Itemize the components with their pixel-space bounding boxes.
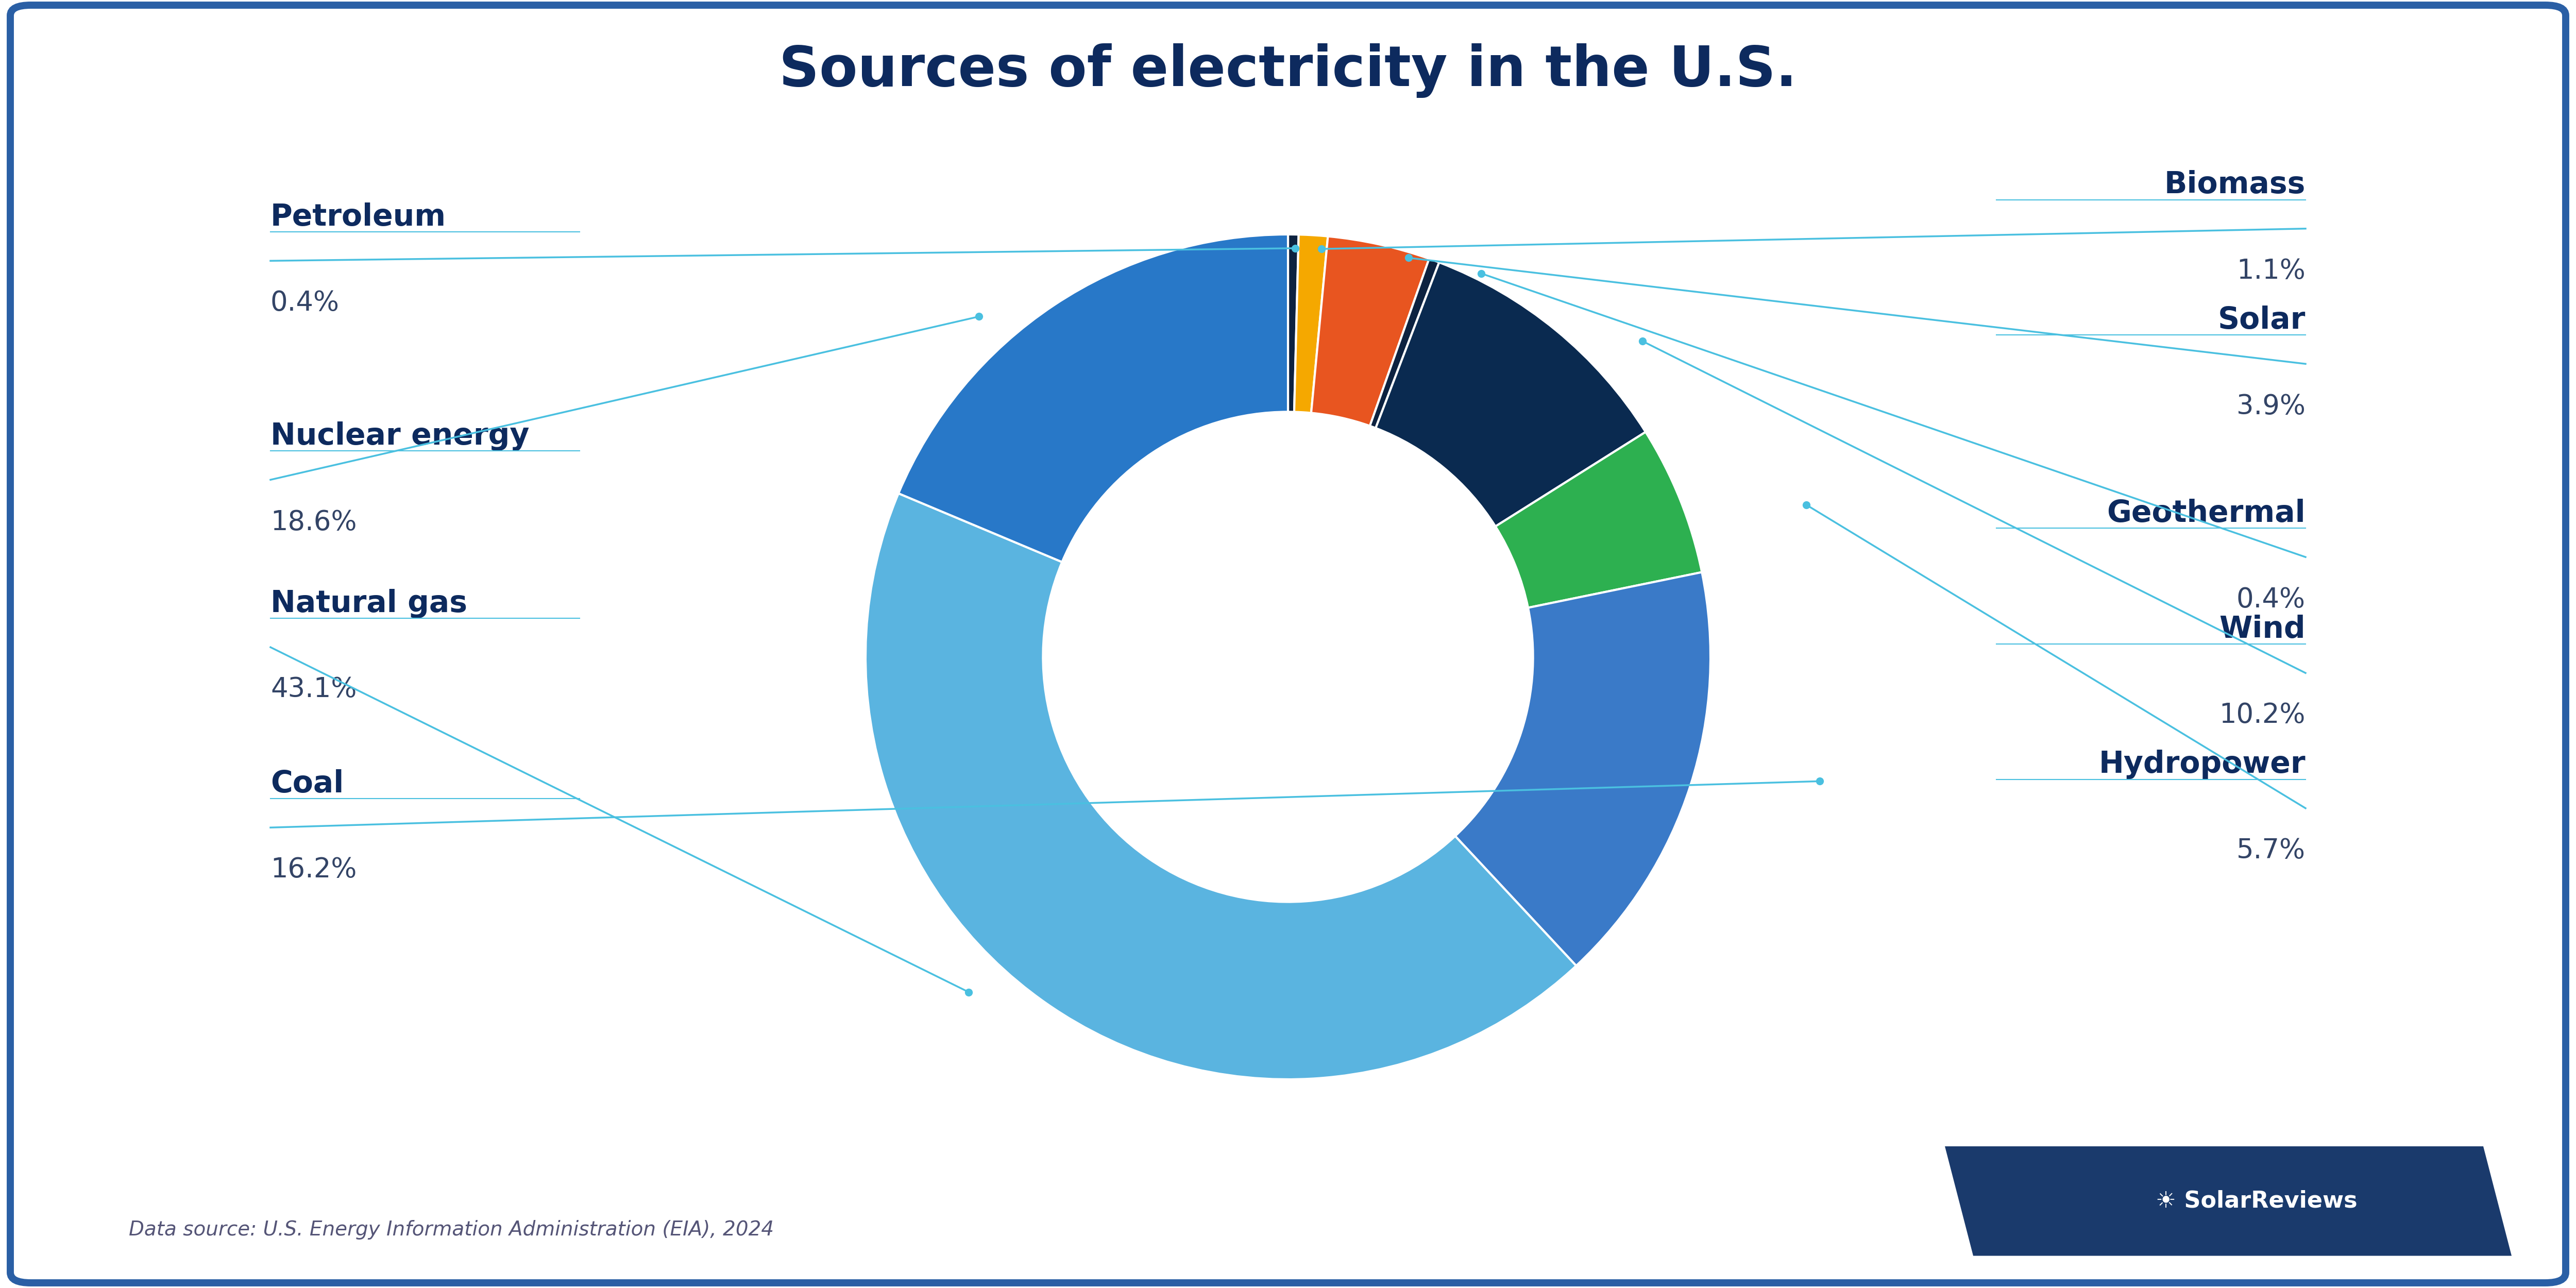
Text: 16.2%: 16.2% (270, 857, 355, 884)
Text: 43.1%: 43.1% (270, 676, 355, 703)
Text: 10.2%: 10.2% (2221, 702, 2306, 729)
Wedge shape (1288, 234, 1298, 412)
Text: 0.4%: 0.4% (2236, 586, 2306, 613)
Text: Hydropower: Hydropower (2099, 750, 2306, 779)
Wedge shape (1370, 259, 1440, 428)
Wedge shape (1455, 572, 1710, 966)
Text: Sources of electricity in the U.S.: Sources of electricity in the U.S. (778, 44, 1798, 98)
Text: Petroleum: Petroleum (270, 202, 446, 232)
Text: 0.4%: 0.4% (270, 290, 340, 317)
Text: Wind: Wind (2218, 614, 2306, 644)
Text: 1.1%: 1.1% (2236, 258, 2306, 285)
Text: Natural gas: Natural gas (270, 589, 466, 618)
Text: Nuclear energy: Nuclear energy (270, 421, 528, 451)
Text: ☀ SolarReviews: ☀ SolarReviews (2156, 1190, 2357, 1212)
Text: 5.7%: 5.7% (2236, 837, 2306, 864)
Polygon shape (1945, 1146, 2512, 1256)
Wedge shape (866, 493, 1577, 1079)
Text: Coal: Coal (270, 769, 343, 799)
Wedge shape (1311, 236, 1430, 426)
Wedge shape (1293, 234, 1327, 413)
Text: 18.6%: 18.6% (270, 509, 355, 536)
Text: Data source: U.S. Energy Information Administration (EIA), 2024: Data source: U.S. Energy Information Adm… (129, 1220, 773, 1240)
Wedge shape (1376, 263, 1646, 527)
Text: Solar: Solar (2218, 305, 2306, 335)
Wedge shape (1497, 431, 1703, 608)
Wedge shape (899, 234, 1288, 562)
Text: 3.9%: 3.9% (2236, 393, 2306, 420)
Text: Biomass: Biomass (2164, 170, 2306, 200)
Text: Geothermal: Geothermal (2107, 498, 2306, 528)
